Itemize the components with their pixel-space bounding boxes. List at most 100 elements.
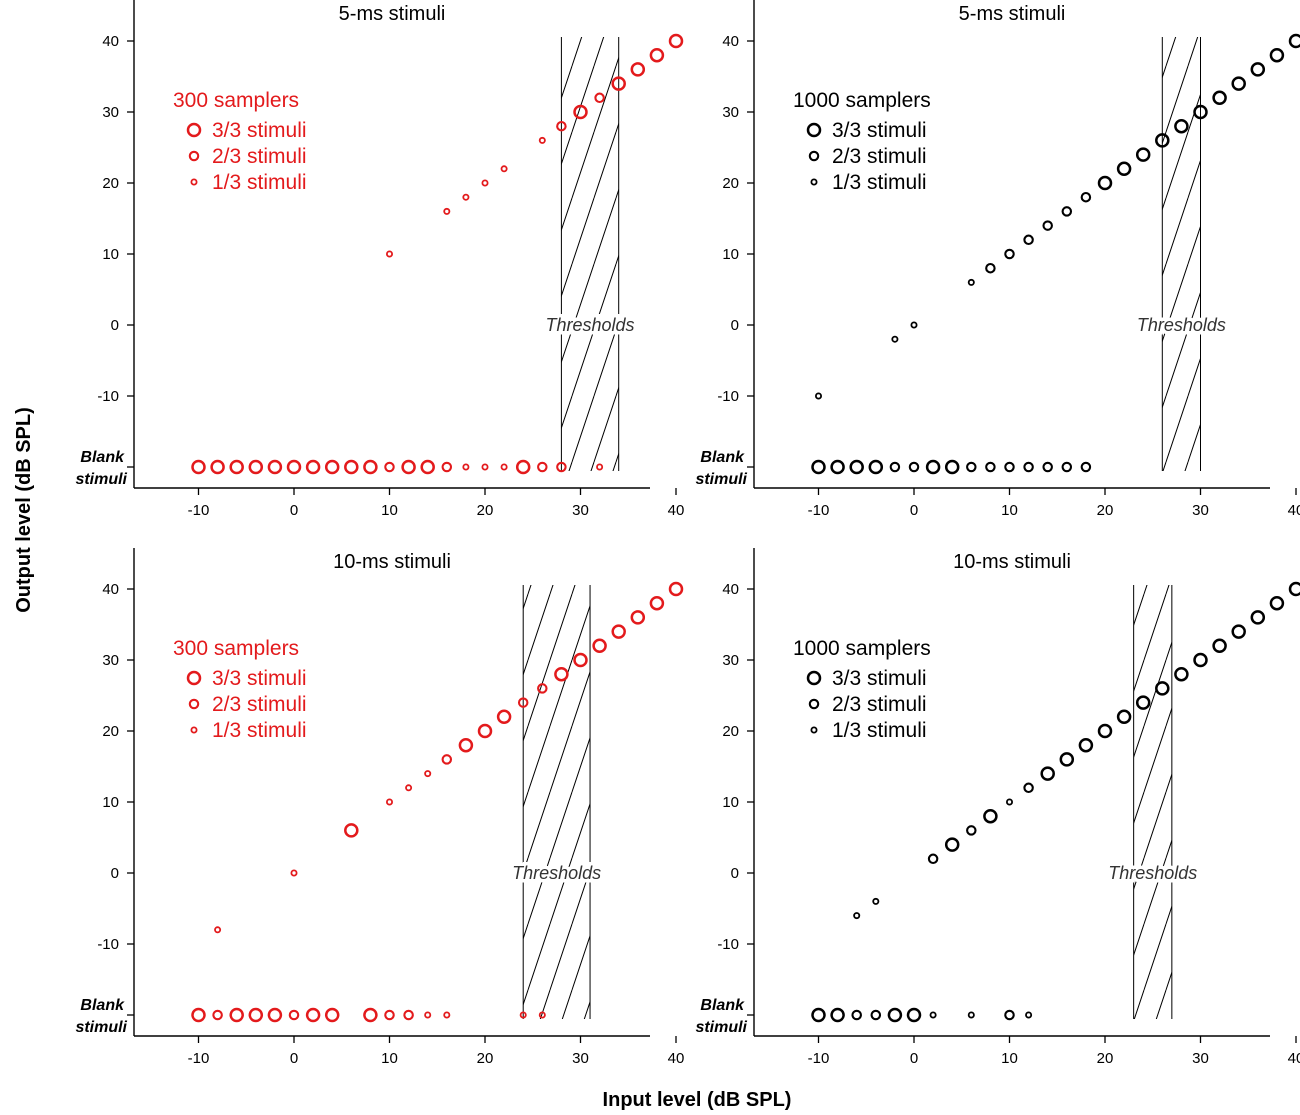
data-point <box>927 853 939 865</box>
blank-point <box>324 1007 340 1023</box>
legend: 1000 samplers 3/3 stimuli 2/3 stimuli 1/3 s… <box>793 89 931 194</box>
y-tick-label: 40 <box>722 581 739 598</box>
blank-point <box>443 1011 451 1019</box>
data-point <box>611 624 626 639</box>
blank-point <box>305 459 321 475</box>
data-point <box>1269 595 1285 611</box>
data-point <box>1250 610 1266 625</box>
y-tick-label: 40 <box>102 33 119 50</box>
blank-point <box>870 1009 882 1021</box>
y-tick-label: 20 <box>722 175 739 192</box>
data-point <box>441 754 453 765</box>
legend-marker <box>808 150 820 162</box>
y-tick-label: 30 <box>102 652 119 669</box>
blank-point <box>966 461 977 473</box>
data-point <box>1174 118 1189 134</box>
blank-point <box>384 1009 395 1021</box>
y-tick-label: 0 <box>731 865 739 882</box>
y-tick-label: 10 <box>722 794 739 811</box>
blank-point <box>1042 461 1053 473</box>
blank-point <box>267 1007 283 1023</box>
legend-label: 3/3 stimuli <box>832 119 927 142</box>
legend-marker <box>190 178 198 186</box>
blank-point <box>929 1011 937 1019</box>
data-point <box>556 120 567 132</box>
data-point <box>1135 695 1151 710</box>
legend-label: 2/3 stimuli <box>212 145 307 168</box>
panel-title: 5-ms stimuli <box>959 3 1066 25</box>
threshold-label: Thresholds <box>546 315 635 335</box>
data-point <box>1155 133 1170 148</box>
y-tick-label: 30 <box>722 652 739 669</box>
blank-point <box>191 459 206 475</box>
data-point <box>910 321 918 329</box>
y-tick-label: 40 <box>722 33 739 50</box>
data-point <box>424 770 432 778</box>
data-point <box>1135 147 1151 162</box>
x-tick-label: -10 <box>808 502 830 519</box>
y-tick-label: 40 <box>102 581 119 598</box>
blank-point <box>288 1009 300 1021</box>
legend-marker <box>810 178 818 186</box>
panel-2: Thresholds 5-ms stimuli -10 0 10 20 30 40 Blank s… <box>695 0 1300 519</box>
threshold-band <box>523 585 591 1019</box>
y-tick-label: 0 <box>111 317 119 334</box>
threshold-band <box>561 37 619 471</box>
blank-point <box>868 459 884 475</box>
blank-point <box>1025 1011 1033 1019</box>
data-point <box>649 47 665 63</box>
blank-point <box>305 1007 321 1023</box>
data-point <box>649 595 665 611</box>
x-tick-label: 20 <box>1097 1050 1114 1067</box>
legend-label: 1/3 stimuli <box>212 171 307 194</box>
blank-point <box>985 461 996 473</box>
legend-label: 2/3 stimuli <box>832 145 927 168</box>
blank-point <box>596 463 604 471</box>
y-tick-label: -10 <box>717 936 739 953</box>
x-tick-label: 30 <box>572 1050 589 1067</box>
data-point <box>537 683 548 694</box>
blank-point <box>344 459 359 475</box>
blank-point <box>851 1009 862 1021</box>
legend-label: 2/3 stimuli <box>212 693 307 716</box>
blank-point <box>830 1007 845 1023</box>
y-tick-label: -10 <box>97 388 119 405</box>
data-point <box>1078 737 1094 753</box>
blank-point <box>363 1007 378 1023</box>
legend-label: 2/3 stimuli <box>832 693 927 716</box>
data-point <box>1004 248 1015 260</box>
legend-title: 1000 samplers <box>793 89 931 112</box>
legend-marker <box>806 122 822 138</box>
data-point <box>630 610 646 625</box>
x-tick-label: 40 <box>1288 1050 1300 1067</box>
data-point <box>592 638 607 654</box>
blank-point <box>363 459 378 475</box>
data-point <box>214 926 222 934</box>
x-tick-label: 30 <box>572 502 589 519</box>
blank-point <box>462 463 470 471</box>
legend-marker <box>186 670 202 686</box>
blank-point <box>944 459 960 475</box>
data-point <box>630 62 646 77</box>
blank-point <box>887 1007 903 1023</box>
y-tick-label: 20 <box>722 723 739 740</box>
blank-point <box>1004 461 1015 473</box>
data-point <box>1193 104 1208 120</box>
x-tick-label: 10 <box>1001 1050 1018 1067</box>
panel-3: Thresholds 10-ms stimuli -10 0 10 20 30 40 Blank… <box>75 548 684 1067</box>
blank-label-line2: stimuli <box>75 1019 127 1036</box>
panel-title: 10-ms stimuli <box>333 551 451 573</box>
legend-marker <box>188 698 200 710</box>
data-point <box>496 709 512 725</box>
data-point <box>1193 652 1208 668</box>
data-point <box>481 179 489 187</box>
legend-marker <box>810 726 818 734</box>
blank-point <box>908 461 920 473</box>
x-tick-label: 40 <box>1288 502 1300 519</box>
blank-point <box>967 1011 975 1019</box>
blank-point <box>830 459 845 475</box>
data-point <box>1174 666 1189 682</box>
blank-point <box>1061 461 1073 473</box>
blank-point <box>906 1007 922 1023</box>
